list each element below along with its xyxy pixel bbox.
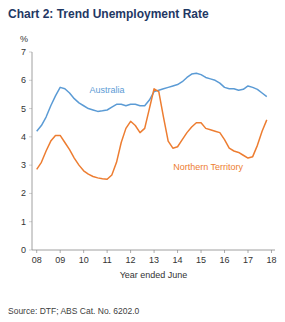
x-tick [83,250,84,253]
x-tick [201,250,202,253]
x-tick-label: 09 [55,255,65,265]
x-tick [177,250,178,253]
y-tick-label: 1 [21,217,26,227]
y-tick [29,250,32,251]
y-tick-label: 4 [21,132,26,142]
x-tick-label: 16 [220,255,230,265]
y-tick [29,165,32,166]
y-tick [29,108,32,109]
x-tick [271,250,272,253]
x-tick-label: 13 [149,255,159,265]
x-axis-line [32,250,275,251]
x-tick [107,250,108,253]
x-tick-label: 11 [102,255,111,265]
x-tick [154,250,155,253]
title: Chart 2: Trend Unemployment Rate [8,7,209,21]
y-tick-label: 3 [21,160,26,170]
y-tick-label: 7 [21,47,26,57]
series-label: Australia [90,85,125,95]
source-note: Source: DTF; ABS Cat. No. 6202.0 [8,306,140,316]
y-tick-label: 6 [21,75,26,85]
x-tick-label: 14 [173,255,183,265]
series-label: Northern Territory [173,162,243,172]
x-tick-label: 12 [126,255,136,265]
y-tick-label: 2 [21,188,26,198]
x-tick [60,250,61,253]
plot-area [37,73,267,179]
y-axis-line [32,52,33,250]
x-tick [224,250,225,253]
x-tick [248,250,249,253]
y-tick [29,193,32,194]
x-tick [36,250,37,253]
x-tick-label: 18 [266,255,276,265]
series-line [37,73,267,131]
y-tick [29,80,32,81]
x-tick-label: 15 [196,255,206,265]
x-tick [130,250,131,253]
y-tick [29,221,32,222]
x-tick-label: 10 [79,255,89,265]
y-tick [29,52,32,53]
y-tick-label: 0 [21,245,26,255]
x-tick-label: 08 [32,255,42,265]
x-axis-label: Year ended June [120,270,188,280]
series-line [37,89,267,180]
x-tick-label: 17 [243,255,253,265]
y-tick [29,136,32,137]
chart: Chart 2: Trend Unemployment Rate%0123456… [0,0,285,322]
x-axis: 08 09 10 11 12 13 14 15 16 17 18 [32,250,277,265]
y-axis-label: % [20,34,28,44]
y-axis: 0 1 2 3 4 5 6 7 [21,47,32,255]
y-tick-label: 5 [21,104,26,114]
